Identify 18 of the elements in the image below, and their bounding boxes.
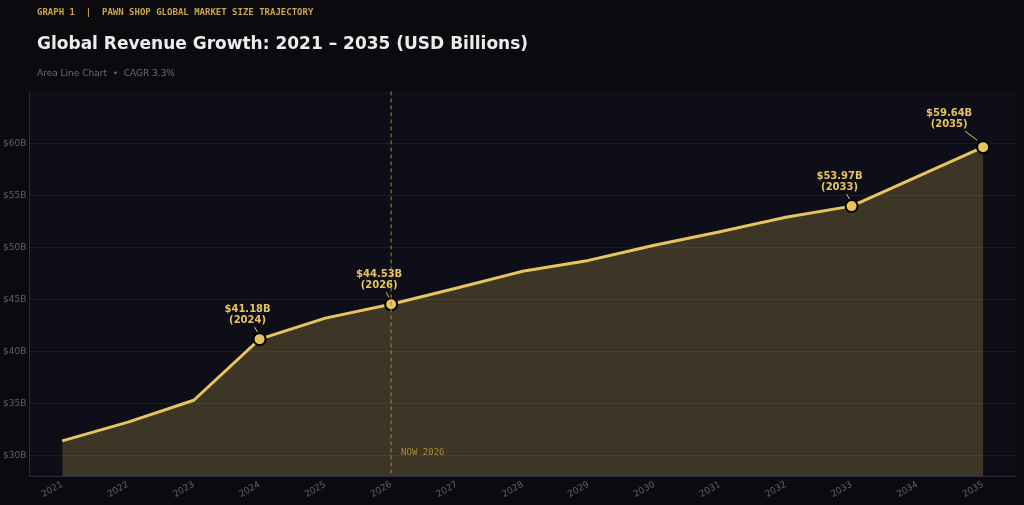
annotation: $59.64B (2035) <box>926 107 973 130</box>
point <box>844 199 859 214</box>
y-tick-label: $40B <box>2 345 27 356</box>
annotation: $41.18B (2024) <box>224 303 271 326</box>
y-tick-label: $60B <box>2 137 27 148</box>
y-tick-label: $50B <box>2 241 27 252</box>
y-tick-label: $55B <box>2 189 27 200</box>
annotation: $53.97B (2033) <box>816 170 863 193</box>
y-tick-label: $35B <box>2 397 27 408</box>
ref-line-label: NOW 2026 <box>401 446 445 457</box>
chart-subtitle: Area Line Chart • CAGR 3.3% <box>37 68 176 78</box>
y-tick-label: $45B <box>2 293 27 304</box>
point <box>976 140 991 155</box>
caption: GRAPH 1 | PAWN SHOP GLOBAL MARKET SIZE TRAJECTORY <box>37 7 315 17</box>
point <box>252 332 267 347</box>
y-tick-label: $30B <box>2 449 27 460</box>
chart-title: Global Revenue Growth: 2021 – 2035 (USD Billions) <box>37 33 530 53</box>
annotation: $44.53B (2026) <box>356 268 403 291</box>
